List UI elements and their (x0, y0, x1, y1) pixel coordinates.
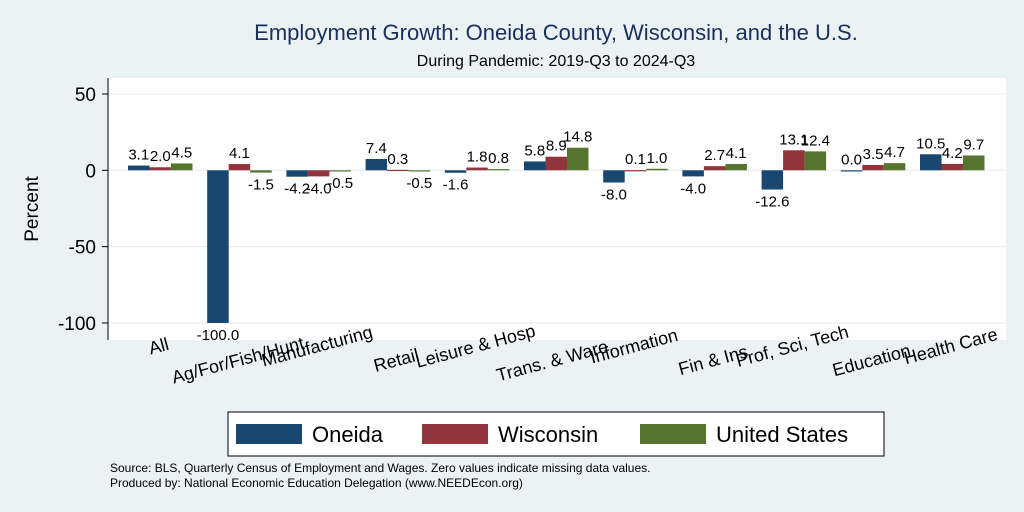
plot-area (108, 78, 1006, 340)
bar-oneida (286, 170, 308, 177)
bar-united-states (883, 163, 906, 171)
y-tick-label: 0 (85, 161, 96, 182)
value-label: -4.0 (680, 180, 706, 197)
value-label: 0.3 (387, 151, 408, 168)
value-label: 0.0 (841, 151, 862, 168)
bar-wisconsin (783, 150, 805, 171)
bar-united-states (804, 151, 827, 171)
value-label: -0.5 (406, 175, 432, 192)
bar-oneida (128, 165, 150, 171)
chart-title: Employment Growth: Oneida County, Wiscon… (254, 20, 858, 45)
legend-swatch (236, 424, 302, 444)
value-label: 4.1 (229, 145, 250, 162)
bar-united-states (250, 170, 272, 173)
value-label: 4.1 (726, 145, 747, 162)
value-label: 10.5 (916, 135, 945, 152)
bar-united-states (487, 169, 510, 171)
bar-united-states (646, 168, 668, 171)
bar-wisconsin (624, 170, 647, 172)
bar-wisconsin (703, 166, 726, 171)
bars (128, 147, 985, 323)
legend-items: Oneida Wisconsin United States (236, 422, 848, 447)
bar-oneida (365, 159, 388, 171)
bar-wisconsin (228, 164, 251, 171)
bar-wisconsin (387, 169, 409, 172)
legend-label: Wisconsin (498, 422, 598, 447)
bar-oneida (840, 170, 863, 172)
bar-oneida (682, 170, 704, 177)
produced-note: Produced by: National Economic Education… (110, 476, 523, 490)
category-label: Education (830, 340, 913, 380)
value-label: 5.8 (524, 142, 545, 159)
value-label: 7.4 (366, 140, 387, 157)
bar-oneida (207, 170, 229, 323)
legend-label: Oneida (312, 422, 384, 447)
value-label: 13.1 (779, 131, 808, 148)
bar-oneida (920, 154, 942, 171)
value-label: 2.7 (704, 147, 725, 164)
bar-united-states (963, 155, 985, 171)
bar-united-states (171, 163, 193, 171)
value-label: 3.5 (863, 146, 884, 163)
value-label: 4.2 (942, 145, 963, 162)
value-label: 2.0 (150, 148, 171, 165)
bar-wisconsin (545, 156, 567, 171)
bar-oneida (761, 170, 784, 190)
y-tick-label: -100 (58, 314, 96, 335)
value-label: 8.9 (546, 138, 567, 155)
value-label: -12.6 (755, 194, 789, 211)
value-label: -8.0 (601, 187, 627, 204)
bar-wisconsin (466, 167, 488, 171)
value-label: 3.1 (128, 147, 149, 164)
value-label: 1.8 (467, 149, 488, 166)
y-axis-label: Percent (22, 176, 43, 242)
y-axis-ticks: 50 0 -50 -100 (58, 85, 108, 335)
value-label: -1.5 (248, 177, 274, 194)
value-label: -100.0 (197, 327, 240, 344)
value-label: 14.8 (563, 129, 592, 146)
value-label: 4.5 (171, 144, 192, 161)
bar-wisconsin (941, 163, 963, 171)
y-tick-label: -50 (69, 238, 96, 259)
bar-wisconsin (862, 164, 884, 171)
y-tick-label: 50 (75, 85, 96, 106)
value-label: -0.5 (327, 175, 353, 192)
chart-subtitle: During Pandemic: 2019-Q3 to 2024-Q3 (417, 53, 695, 70)
legend-swatch (640, 424, 706, 444)
legend-label: United States (716, 422, 848, 447)
value-label: -4.0 (306, 180, 332, 197)
value-label: 1.0 (647, 150, 668, 167)
bar-oneida (603, 170, 625, 183)
bar-united-states (725, 164, 747, 171)
bar-united-states (567, 147, 589, 171)
bar-wisconsin (307, 170, 330, 177)
value-label: 12.4 (801, 132, 830, 149)
value-label: 4.7 (884, 144, 905, 161)
value-label: 0.8 (488, 150, 509, 167)
legend (227, 411, 885, 457)
value-label: -4.2 (284, 181, 310, 198)
value-labels: 3.1 2.0 4.5-100.04.1-1.5 -4.2-4.0-0.57.40.3… (128, 129, 984, 344)
source-note: Source: BLS, Quarterly Census of Employm… (110, 461, 650, 475)
category-label: Retail (371, 345, 421, 376)
bar-oneida (524, 161, 546, 171)
value-label: 9.7 (963, 136, 984, 153)
bar-oneida (444, 170, 467, 173)
legend-swatch (422, 424, 488, 444)
value-label: -1.6 (443, 177, 469, 194)
bar-united-states (408, 170, 431, 172)
bar-united-states (329, 170, 351, 172)
value-label: 0.1 (625, 151, 646, 168)
bar-wisconsin (149, 167, 171, 171)
